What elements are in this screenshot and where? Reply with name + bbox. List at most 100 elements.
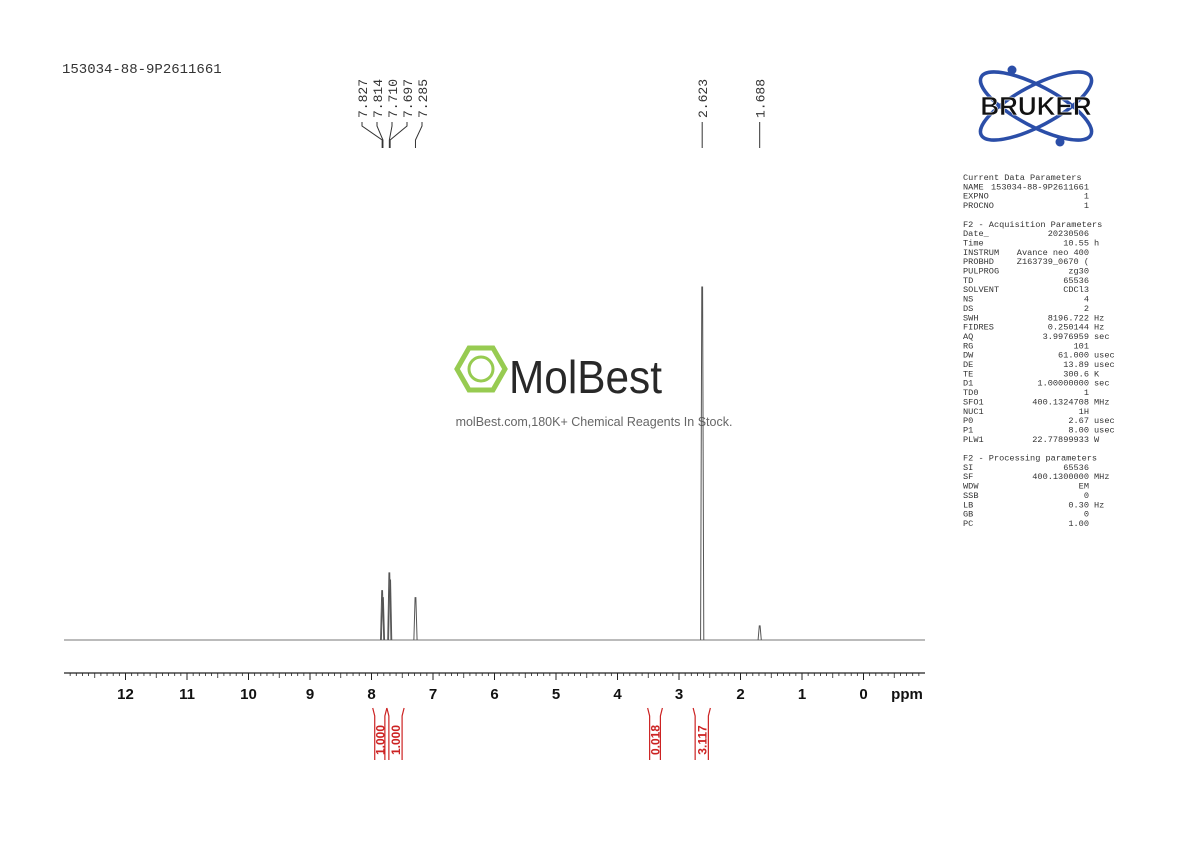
x-tick-label: 7 (429, 686, 437, 703)
parameter-name: SI (963, 463, 973, 473)
parameter-name: PROCNO (963, 201, 994, 211)
peak-label: 7.710 (386, 79, 401, 118)
parameter-value: 400.1324708 (1032, 397, 1089, 407)
parameter-unit: usec (1094, 416, 1115, 426)
parameter-unit: h (1094, 238, 1099, 248)
logo-dot (1007, 65, 1017, 75)
parameter-value: 1 (1084, 388, 1089, 398)
peak-leader (389, 122, 408, 148)
parameter-value: 0 (1084, 491, 1089, 501)
parameter-name: TE (963, 369, 973, 379)
parameter-value: zg30 (1068, 267, 1089, 277)
logo-text: BRUKER (980, 91, 1091, 121)
parameter-value: 400.1300000 (1032, 472, 1089, 482)
parameter-unit: usec (1094, 360, 1115, 370)
parameter-name: GB (963, 510, 973, 520)
x-tick-label: 3 (675, 686, 683, 703)
parameter-value: 8.00 (1068, 425, 1089, 435)
peak-leader (388, 122, 393, 148)
parameter-section-title: F2 - Processing parameters (963, 454, 1097, 464)
x-tick-label: 4 (613, 686, 622, 703)
parameter-name: Time (963, 238, 984, 248)
parameter-unit: MHz (1094, 397, 1109, 407)
chart-title: 153034-88-9P2611661 (62, 62, 222, 78)
parameter-name: DS (963, 304, 973, 314)
parameter-name: EXPNO (963, 192, 989, 202)
bruker-logo: BRUKER (978, 65, 1094, 147)
parameter-value: 4 (1084, 295, 1089, 305)
parameter-section-title: F2 - Acquisition Parameters (963, 220, 1102, 230)
parameter-name: SOLVENT (963, 285, 999, 295)
parameter-unit: usec (1094, 425, 1115, 435)
peak-label: 7.814 (371, 79, 386, 118)
parameter-value: 0 (1084, 510, 1089, 520)
parameter-name: SSB (963, 491, 978, 501)
parameter-name: PROBHD (963, 257, 994, 267)
peak (380, 590, 385, 641)
integral-bracket (386, 707, 405, 760)
x-tick-label: 10 (240, 686, 257, 703)
parameter-value: 65536 (1063, 463, 1089, 473)
parameter-name: TD (963, 276, 973, 286)
parameter-unit: sec (1094, 379, 1109, 389)
parameter-value: 0.250144 (1048, 323, 1089, 333)
parameter-unit: K (1094, 369, 1100, 379)
parameter-section-title: Current Data Parameters (963, 173, 1082, 183)
parameter-unit: MHz (1094, 472, 1109, 482)
parameter-unit: sec (1094, 332, 1109, 342)
parameter-value: 65536 (1063, 276, 1089, 286)
parameter-name: TD0 (963, 388, 978, 398)
x-tick-label: 5 (552, 686, 560, 703)
parameter-name: NUC1 (963, 407, 984, 417)
parameter-name: FIDRES (963, 323, 994, 333)
peak (757, 625, 762, 641)
integral-bracket (372, 707, 388, 760)
parameter-name: D1 (963, 379, 973, 389)
x-tick-label: 11 (179, 686, 195, 703)
watermark-icon (454, 345, 508, 393)
integral-label: 0.018 (649, 725, 663, 755)
parameter-value: 1.00 (1068, 519, 1089, 529)
parameter-value: 153034-88-9P2611661 (991, 182, 1089, 192)
parameter-value: 2.67 (1068, 416, 1089, 426)
x-tick-label: 1 (798, 686, 806, 703)
parameter-name: PULPROG (963, 267, 999, 277)
x-tick-label: 6 (490, 686, 498, 703)
parameter-value: 1 (1084, 192, 1089, 202)
logo-orbit (978, 70, 1094, 142)
parameter-unit: usec (1094, 351, 1115, 361)
watermark-name: MolBest (509, 351, 662, 403)
parameter-value: EM (1079, 482, 1089, 492)
peak-label: 2.623 (696, 79, 711, 118)
peak-label: 7.697 (401, 79, 416, 118)
parameter-unit: Hz (1094, 313, 1104, 323)
watermark-icon (467, 355, 495, 383)
integral-bracket (692, 707, 711, 760)
peak-leader (361, 122, 383, 148)
parameter-name: SF (963, 472, 973, 482)
peak (413, 597, 418, 641)
parameter-name: SWH (963, 313, 978, 323)
parameter-unit: W (1094, 435, 1100, 445)
parameter-value: 101 (1074, 341, 1089, 351)
integral-label: 3.117 (695, 725, 709, 755)
parameter-value: 20230506 (1048, 229, 1089, 239)
integral-label: 1.000 (373, 725, 387, 755)
parameter-value: 1.00000000 (1037, 379, 1089, 389)
watermark: MolBest molBest.com,180K+ Chemical Reage… (454, 345, 732, 429)
parameter-value: 300.6 (1063, 369, 1089, 379)
x-tick-label: 8 (367, 686, 375, 703)
parameter-value: Z163739_0670 ( (1017, 257, 1089, 267)
parameter-name: NS (963, 295, 973, 305)
parameter-value: 61.000 (1058, 351, 1089, 361)
parameter-value: Avance neo 400 (1017, 248, 1089, 258)
parameter-value: 3.9976959 (1043, 332, 1089, 342)
parameter-value: 8196.722 (1048, 313, 1089, 323)
parameter-unit: Hz (1094, 323, 1104, 333)
parameter-value: 22.77899933 (1032, 435, 1089, 445)
parameter-name: LB (963, 500, 973, 510)
peak-label: 7.827 (356, 79, 371, 118)
parameter-value: 10.55 (1063, 238, 1089, 248)
